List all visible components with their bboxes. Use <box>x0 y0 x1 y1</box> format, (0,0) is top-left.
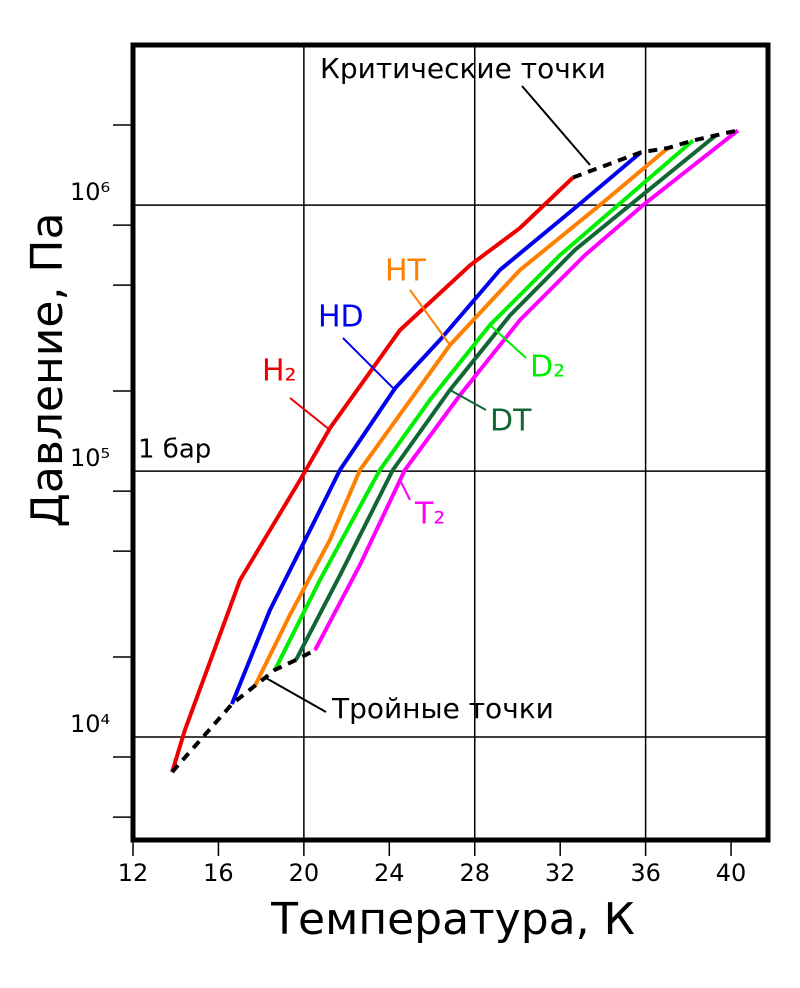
x-axis-title: Температура, К <box>270 894 635 945</box>
series-line <box>253 146 670 687</box>
series-label: H₂ <box>262 354 297 389</box>
label-leader <box>399 479 411 501</box>
series-line <box>230 150 643 705</box>
x-tick-label: 36 <box>630 859 661 887</box>
x-tick-label: 32 <box>545 859 576 887</box>
label-leader <box>409 289 451 346</box>
x-tick-label: 20 <box>289 859 320 887</box>
series-line <box>170 176 575 773</box>
series-label: DT <box>490 404 532 439</box>
label-leader <box>342 337 396 391</box>
series-label: HD <box>318 300 364 335</box>
y-tick-label: 10⁴ <box>70 710 110 738</box>
x-tick-label: 16 <box>203 859 234 887</box>
label-leader <box>289 397 331 431</box>
x-tick-label: 24 <box>374 859 405 887</box>
y-tick-label: 10⁶ <box>70 178 110 206</box>
series-label: HT <box>385 254 427 289</box>
dashed-line <box>572 128 739 180</box>
annotation: Критические точки <box>320 52 606 85</box>
annotation: 1 бар <box>138 435 211 465</box>
x-tick-label: 40 <box>716 859 747 887</box>
label-leader <box>489 324 527 359</box>
series-label: D₂ <box>530 350 565 385</box>
label-leader <box>449 389 487 411</box>
dashed-line <box>170 648 316 774</box>
plot-frame <box>130 42 771 843</box>
leader-line <box>265 677 327 713</box>
y-tick-label: 10⁵ <box>70 444 110 472</box>
annotation: Тройные точки <box>331 692 554 725</box>
series-line <box>313 128 740 652</box>
series-line <box>273 138 695 671</box>
series-line <box>294 133 718 661</box>
series-label: T₂ <box>414 497 445 532</box>
y-axis-title: Давление, Па <box>22 213 73 528</box>
leader-line <box>521 85 591 166</box>
x-tick-label: 12 <box>118 859 149 887</box>
x-tick-label: 28 <box>459 859 490 887</box>
